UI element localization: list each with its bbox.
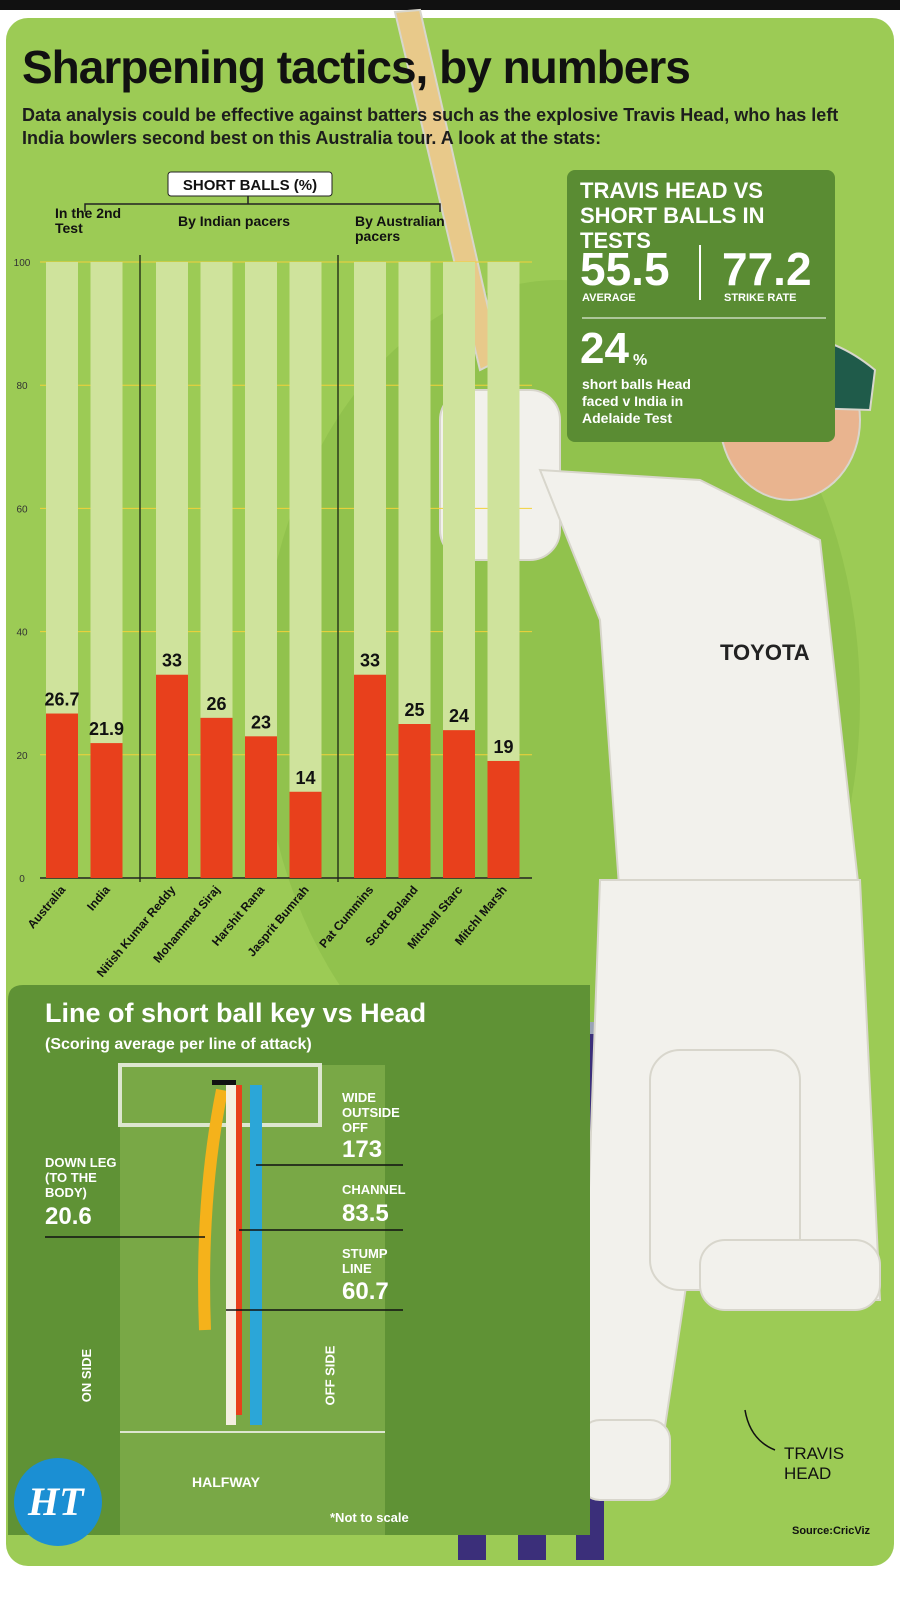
line-panel-title: Line of short ball key vs Head (45, 998, 427, 1028)
group-label: By Indian pacers (178, 214, 291, 229)
line-panel-subtitle: (Scoring average per line of attack) (45, 1036, 312, 1053)
bar (46, 713, 78, 878)
value-label: 33 (360, 651, 380, 671)
y-tick-label: 100 (14, 258, 31, 269)
value-label: 26 (206, 694, 226, 714)
value-label: 25 (404, 700, 424, 720)
top-bar (0, 0, 900, 10)
stumps-mark (212, 1080, 236, 1085)
note: *Not to scale (330, 1510, 409, 1525)
chart-title-box (167, 171, 333, 197)
bar-chart: 0 20 40 60 80 100 SHORT BALLS (%) In the 2nd Te… (14, 171, 532, 980)
bracket (84, 196, 441, 212)
value-label: 19 (493, 737, 513, 757)
line-label: STUMP LINE (342, 1246, 388, 1276)
stats-panel-box (567, 170, 835, 442)
stump-band (226, 1085, 236, 1425)
group-label: In the 2nd Test (55, 206, 122, 236)
group-label-box: By Australian pacers (355, 214, 445, 244)
on-side-label: ON SIDE (79, 1348, 95, 1403)
sponsor: TOYOTA (720, 640, 810, 665)
line-value: 60.7 (342, 1278, 389, 1305)
y-tick-label: 60 (16, 504, 28, 515)
y-tick-label: 40 (16, 628, 28, 639)
halfway-label: HALFWAY (192, 1474, 260, 1490)
average-value: 55.5 (580, 243, 670, 295)
title: Sharpening tactics, by numbers (22, 41, 691, 93)
value-label: 14 (295, 768, 315, 788)
off-side-label: OFF SIDE (322, 1345, 338, 1406)
bar (289, 791, 322, 878)
share-label: short balls Head faced v India in Adelai… (582, 376, 691, 426)
value-label: 33 (162, 651, 182, 671)
line-value: 83.5 (342, 1200, 389, 1227)
strike-rate-value: 77.2 (722, 243, 812, 295)
stats-title: TRAVIS HEAD VS SHORT BALLS IN TESTS (580, 178, 765, 253)
bar (443, 730, 475, 878)
average-label: AVERAGE (582, 292, 636, 304)
value-label: 23 (251, 712, 271, 732)
source: Source:CricViz (792, 1525, 871, 1537)
bar (200, 717, 233, 878)
bar (245, 736, 277, 878)
logo-badge (14, 1458, 102, 1546)
group-label-box: In the 2nd Test (55, 206, 122, 236)
bottom-strip (0, 1566, 900, 1600)
bar (354, 674, 386, 878)
line-label: CHANNEL (342, 1182, 406, 1197)
y-tick-label: 0 (19, 874, 25, 885)
bar (90, 743, 123, 878)
line-value: 20.6 (45, 1203, 92, 1230)
share-value: 24 (580, 324, 629, 373)
bar (156, 674, 188, 878)
y-tick-label: 20 (16, 751, 28, 762)
strike-rate-label: STRIKE RATE (724, 292, 797, 304)
wide-band (250, 1085, 262, 1425)
down-leg-band (198, 1088, 228, 1331)
player-caption: TRAVIS HEAD (784, 1444, 845, 1483)
value-label: 21.9 (89, 719, 124, 739)
logo: HT (28, 1479, 84, 1524)
chart-title: SHORT BALLS (%) (183, 177, 317, 194)
bar (398, 724, 431, 878)
line-value: 173 (342, 1136, 383, 1163)
group-label-box: By Indian pacers (178, 214, 291, 229)
bar (487, 760, 520, 878)
value-label: 26.7 (44, 690, 79, 710)
line-label: DOWN LEG (TO THE BODY) (45, 1155, 117, 1200)
caption-arrow (744, 1409, 776, 1451)
subtitle: Data analysis could be effective against… (22, 105, 839, 148)
group-label: By Australian pacers (355, 214, 445, 244)
share-unit: % (633, 352, 648, 369)
value-label: 24 (449, 706, 469, 726)
bar-track (289, 262, 322, 878)
channel-band (236, 1085, 242, 1415)
line-label: WIDE OUTSIDE OFF (342, 1090, 400, 1135)
y-tick-label: 80 (16, 381, 28, 392)
